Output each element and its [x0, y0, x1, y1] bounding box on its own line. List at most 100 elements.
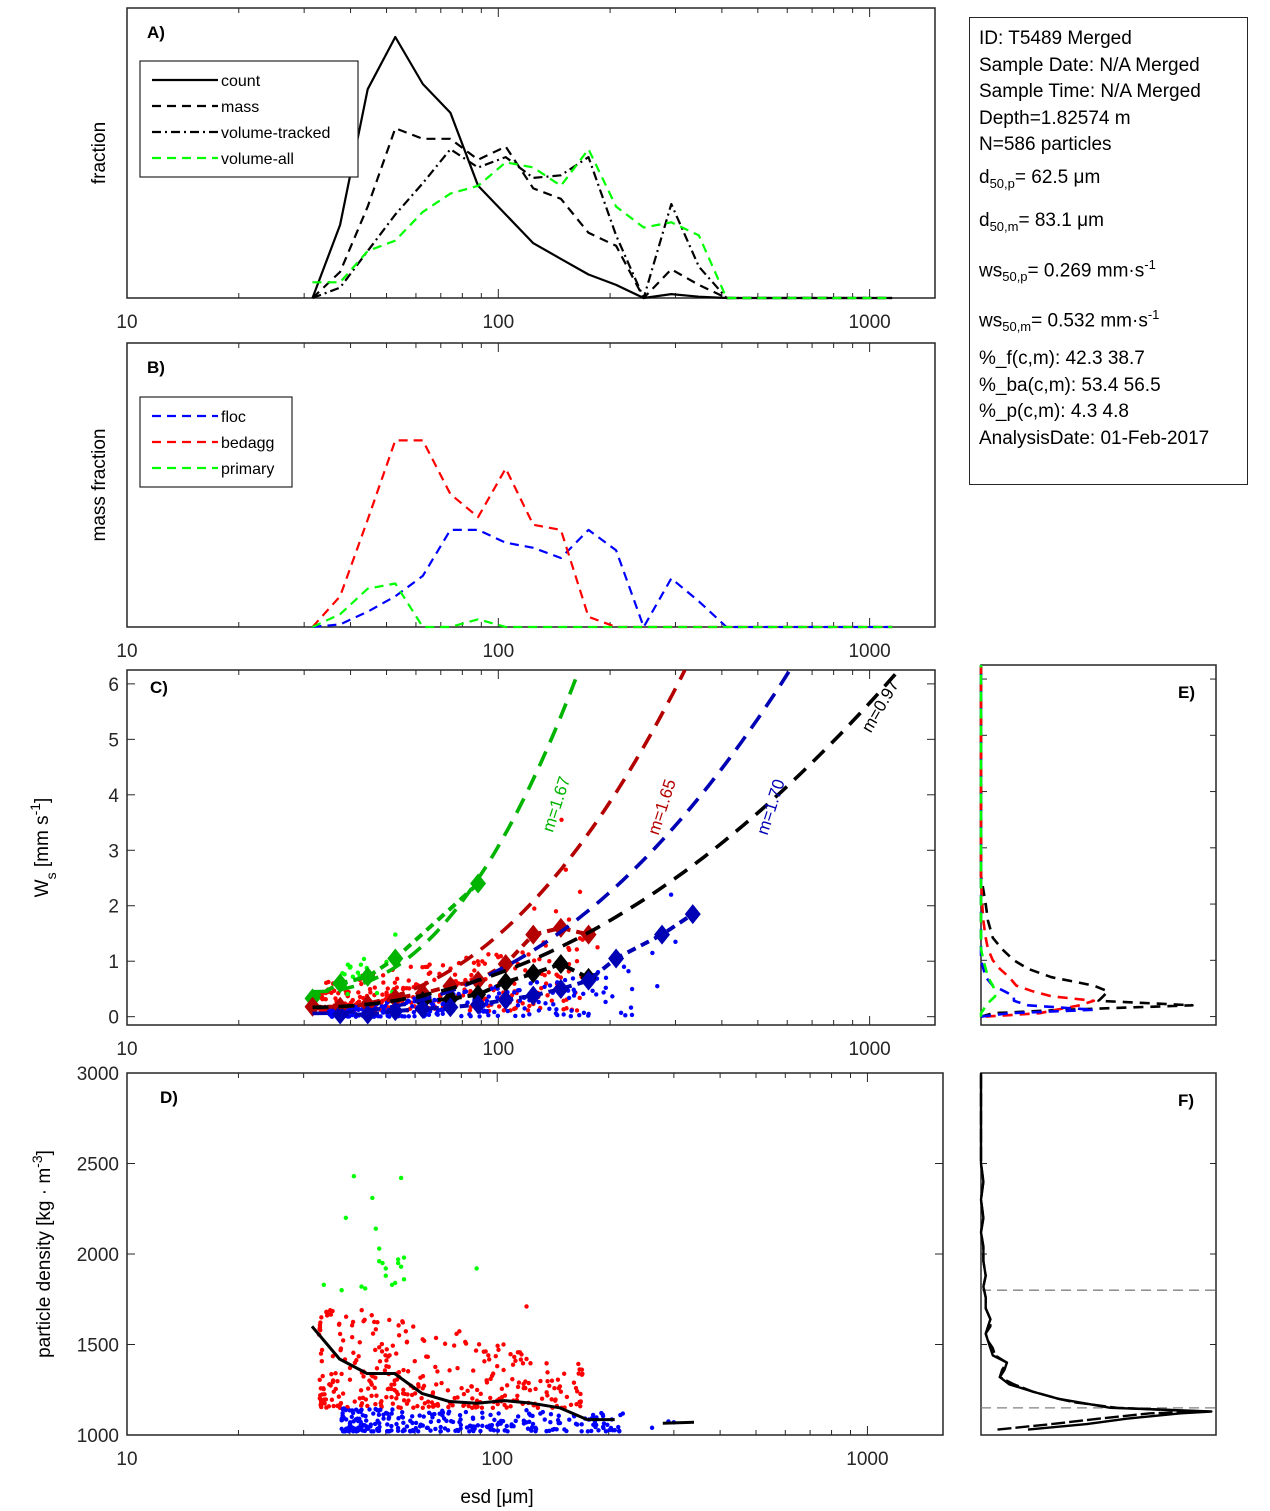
- scatter-point: [348, 1420, 353, 1425]
- fit-curve-167: [312, 670, 581, 994]
- mean-diamond: [442, 997, 459, 1018]
- scatter-point: [318, 1386, 324, 1391]
- scatter-point: [368, 1422, 374, 1427]
- scatter-point: [472, 968, 477, 973]
- scatter-point: [605, 1422, 610, 1428]
- info-line: %_ba(c,m): 53.4 56.5: [979, 374, 1161, 396]
- scatter-point: [579, 1429, 584, 1434]
- x-tick-label: 10: [116, 641, 137, 662]
- info-line: ws50,m= 0.532 mm·s-1: [979, 307, 1160, 335]
- marginal-line-dashed: [979, 1073, 1206, 1431]
- scatter-point: [585, 1429, 591, 1434]
- scatter-point: [448, 1418, 454, 1424]
- scatter-point: [501, 1008, 507, 1013]
- scatter-point: [442, 1341, 448, 1346]
- scatter-point: [481, 1349, 487, 1354]
- scatter-point: [369, 1393, 374, 1399]
- scatter-point: [405, 1369, 411, 1374]
- scatter-point: [457, 1329, 462, 1334]
- plot-area: [304, 670, 901, 1025]
- scatter-point: [504, 1423, 509, 1429]
- scatter-point: [521, 1381, 526, 1387]
- scatter-point: [444, 1418, 449, 1424]
- scatter-point: [361, 1374, 366, 1379]
- scatter-point: [564, 1006, 569, 1011]
- scatter-point: [389, 1386, 394, 1392]
- scatter-point: [496, 1347, 501, 1353]
- scatter-point: [508, 1352, 513, 1357]
- marginal-line-bedagg: [979, 665, 1096, 1018]
- scatter-point: [384, 1394, 389, 1400]
- scatter-point: [558, 975, 563, 980]
- scatter-point: [555, 1012, 560, 1018]
- scatter-point: [385, 1354, 391, 1359]
- series-line-floc: [312, 528, 893, 629]
- scatter-point: [377, 1345, 382, 1350]
- y-axis-label: mass fraction: [89, 429, 110, 542]
- scatter-point: [486, 1353, 491, 1358]
- scatter-point: [468, 988, 473, 994]
- scatter-point: [496, 991, 502, 996]
- median-density-line: [662, 1420, 695, 1425]
- scatter-point: [400, 1410, 405, 1415]
- scatter-point: [359, 1401, 365, 1406]
- y-tick-label: 2000: [77, 1245, 119, 1266]
- scatter-point: [457, 1419, 462, 1425]
- scatter-point: [436, 1418, 441, 1424]
- scatter-point: [600, 1413, 606, 1419]
- panel-label: E): [1178, 683, 1195, 702]
- scatter-point: [412, 1358, 417, 1364]
- scatter-point: [480, 959, 485, 964]
- scatter-point: [490, 1371, 496, 1376]
- scatter-point: [433, 1364, 438, 1370]
- info-line: d50,p= 62.5 μm: [979, 166, 1101, 191]
- y-tick-label: 2: [108, 897, 119, 918]
- y-tick-label: 3: [108, 841, 119, 862]
- scatter-point: [621, 964, 627, 969]
- scatter-point: [495, 1343, 500, 1349]
- scatter-point: [426, 971, 431, 977]
- scatter-point: [486, 994, 491, 999]
- scatter-point: [445, 1428, 451, 1433]
- scatter-point: [435, 1403, 441, 1408]
- scatter-point: [451, 1343, 457, 1348]
- x-tick-label: 1000: [846, 1449, 888, 1470]
- scatter-point: [467, 1424, 473, 1429]
- scatter-point: [375, 1418, 380, 1423]
- scatter-point: [520, 950, 525, 955]
- scatter-point: [467, 1429, 472, 1434]
- panel-label: A): [147, 23, 165, 42]
- scatter-point: [568, 1402, 574, 1408]
- scatter-point: [420, 1423, 426, 1428]
- scatter-point: [447, 1368, 452, 1373]
- scatter-point: [438, 1424, 443, 1430]
- scatter-point: [463, 989, 469, 994]
- scatter-point: [494, 995, 500, 1000]
- mean-diamond: [470, 994, 487, 1015]
- mean-diamond: [552, 978, 569, 999]
- scatter-point: [528, 1427, 534, 1432]
- scatter-point: [426, 1012, 432, 1018]
- scatter-point: [358, 1388, 364, 1393]
- scatter-point: [355, 1418, 361, 1424]
- scatter-point: [350, 1319, 356, 1325]
- scatter-point: [413, 1420, 419, 1426]
- scatter-point: [445, 1388, 451, 1393]
- scatter-point: [618, 1010, 624, 1015]
- scatter-point: [551, 1002, 556, 1007]
- scatter-point: [401, 1367, 406, 1373]
- scatter-point: [377, 1359, 383, 1364]
- scatter-point: [516, 1380, 522, 1385]
- y-axis-label: Ws [mm s-1]: [27, 798, 59, 898]
- mean-line: [311, 882, 480, 1001]
- scatter-point: [473, 1348, 479, 1353]
- scatter-point: [475, 959, 480, 964]
- scatter-point: [359, 1284, 364, 1289]
- scatter-point: [390, 1407, 395, 1412]
- x-tick-label: 100: [481, 1449, 513, 1470]
- scatter-point: [470, 1405, 475, 1411]
- scatter-point: [434, 1382, 439, 1387]
- scatter-point: [339, 1416, 344, 1421]
- scatter-point: [331, 1389, 337, 1394]
- scatter-point: [339, 1288, 344, 1293]
